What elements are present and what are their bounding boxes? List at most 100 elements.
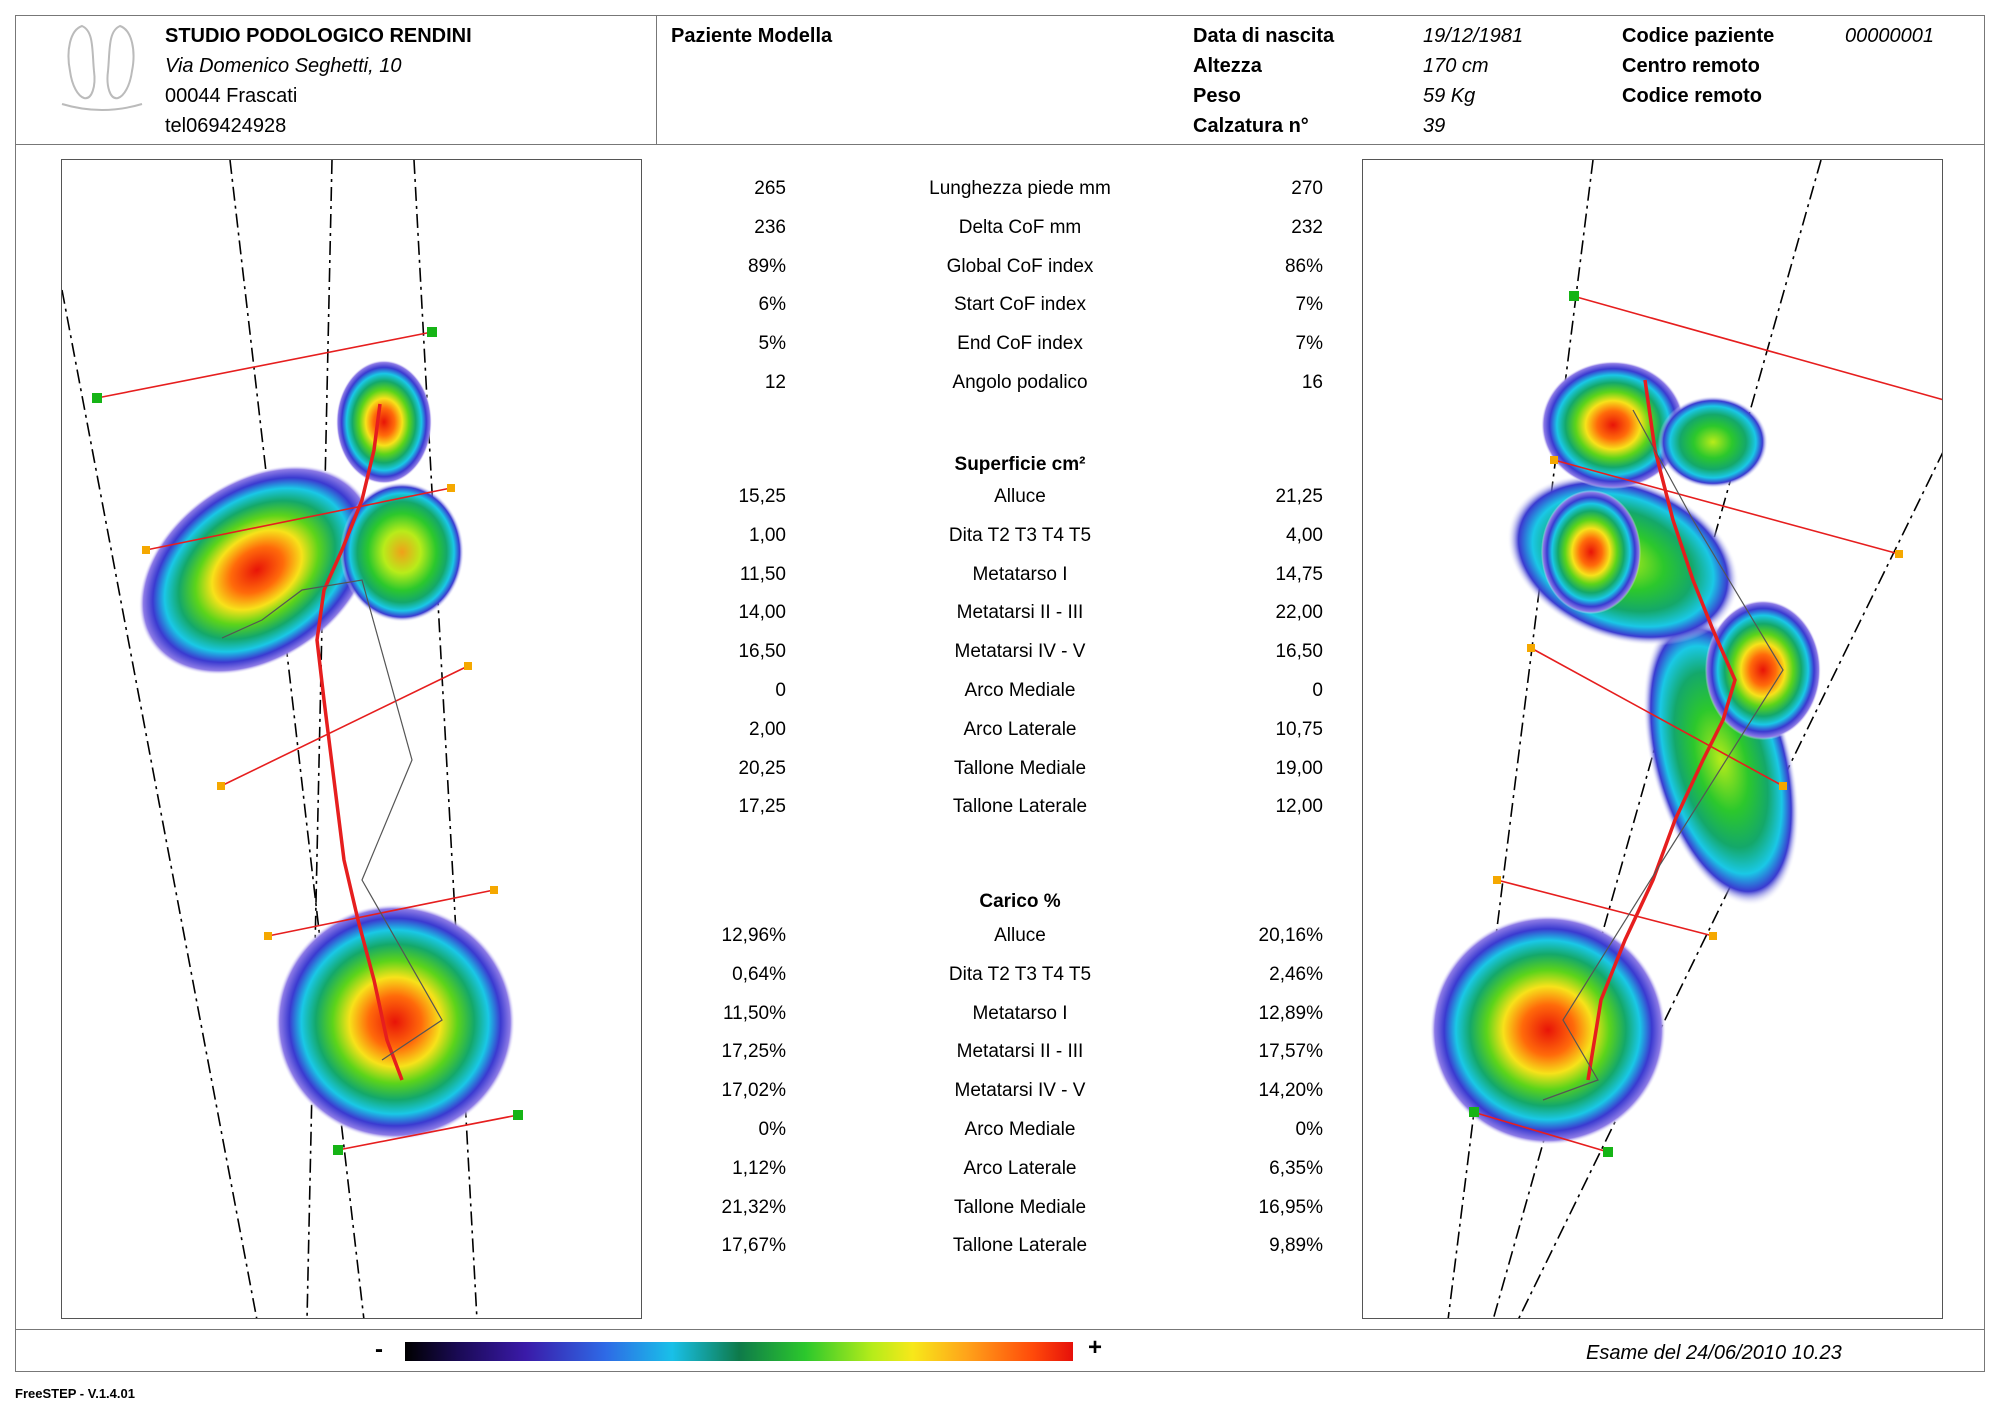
load-row: 0% Arco Mediale 0% xyxy=(0,1119,2000,1145)
surface-label: Dita T2 T3 T4 T5 xyxy=(948,524,1092,546)
load-label: Arco Mediale xyxy=(964,1119,1076,1140)
height-value: 170 cm xyxy=(1423,55,1489,77)
surface-label: Tallone Laterale xyxy=(952,796,1088,818)
metric-label: Start CoF index xyxy=(954,294,1086,316)
metric-row: 5% End CoF index 7% xyxy=(0,333,2000,359)
pressure-color-scale xyxy=(405,1342,1073,1361)
birth-label: Data di nascita xyxy=(1193,25,1335,47)
load-label: Metatarso I xyxy=(972,1002,1068,1024)
load-row: 0,64% Dita T2 T3 T4 T5 2,46% xyxy=(0,964,2000,990)
studio-address-line1: Via Domenico Seghetti, 10 xyxy=(165,55,402,77)
left-foot-pressure-map xyxy=(62,160,523,1318)
surface-right-value: 14,75 xyxy=(1275,563,1323,585)
surface-right-value: 10,75 xyxy=(1275,718,1323,740)
load-label: Tallone Laterale xyxy=(952,1235,1088,1257)
footer-frame xyxy=(15,1329,1985,1372)
studio-phone: tel069424928 xyxy=(165,115,287,137)
load-row: 17,25% Metatarsi II - III 17,57% xyxy=(0,1041,2000,1067)
studio-name: STUDIO PODOLOGICO RENDINI xyxy=(165,25,472,47)
load-label: Tallone Mediale xyxy=(953,1196,1087,1218)
shoe-label: Calzatura n° xyxy=(1193,115,1309,137)
app-version: FreeSTEP - V.1.4.01 xyxy=(15,1386,135,1401)
load-right-value: 9,89% xyxy=(1269,1235,1323,1257)
surface-right-value: 4,00 xyxy=(1286,524,1323,546)
weight-value: 59 Kg xyxy=(1423,85,1476,107)
load-row: 17,02% Metatarsi IV - V 14,20% xyxy=(0,1080,2000,1106)
load-left-value: 0% xyxy=(758,1119,786,1140)
metric-left-value: 236 xyxy=(754,216,786,238)
metric-row: 12 Angolo podalico 16 xyxy=(0,372,2000,398)
weight-label: Peso xyxy=(1193,85,1241,107)
metric-right-value: 270 xyxy=(1291,178,1323,199)
load-right-value: 6,35% xyxy=(1269,1157,1323,1179)
surface-row: 20,25 Tallone Mediale 19,00 xyxy=(0,758,2000,784)
right-foot-pressure-map xyxy=(1430,160,1942,1318)
surface-left-value: 11,50 xyxy=(739,563,786,585)
surface-label: Arco Mediale xyxy=(964,680,1076,701)
load-left-value: 17,67% xyxy=(721,1235,786,1257)
surface-left-value: 17,25 xyxy=(738,796,786,818)
load-row: 21,32% Tallone Mediale 16,95% xyxy=(0,1197,2000,1223)
load-left-value: 17,02% xyxy=(721,1080,786,1102)
surface-row: 15,25 Alluce 21,25 xyxy=(0,486,2000,512)
remote-center-label: Centro remoto xyxy=(1622,55,1760,77)
surface-left-value: 15,25 xyxy=(738,486,786,507)
load-label: Dita T2 T3 T4 T5 xyxy=(948,963,1092,985)
load-right-value: 2,46% xyxy=(1269,963,1323,985)
load-right-value: 12,89% xyxy=(1258,1002,1323,1024)
load-row: 12,96% Alluce 20,16% xyxy=(0,925,2000,951)
surface-section-title: Superficie cm² xyxy=(954,454,1086,475)
metric-label: Angolo podalico xyxy=(952,372,1088,393)
load-right-value: 0% xyxy=(1295,1119,1323,1140)
surface-left-value: 2,00 xyxy=(749,718,786,740)
metric-left-value: 5% xyxy=(758,333,786,355)
load-left-value: 0,64% xyxy=(732,963,786,985)
load-right-value: 17,57% xyxy=(1258,1041,1323,1063)
header-divider xyxy=(656,15,657,145)
metric-row: 89% Global CoF index 86% xyxy=(0,256,2000,282)
surface-right-value: 21,25 xyxy=(1275,486,1323,507)
metric-right-value: 232 xyxy=(1291,216,1323,238)
metric-left-value: 265 xyxy=(754,178,786,199)
surface-row: 16,50 Metatarsi IV - V 16,50 xyxy=(0,641,2000,667)
patient-code-value: 00000001 xyxy=(1845,25,1934,47)
load-left-value: 17,25% xyxy=(721,1041,786,1063)
load-right-value: 16,95% xyxy=(1258,1196,1323,1218)
surface-left-value: 20,25 xyxy=(738,757,786,779)
studio-logo xyxy=(61,24,143,111)
metric-right-value: 7% xyxy=(1295,333,1323,355)
surface-label: Metatarsi II - III xyxy=(956,602,1084,624)
metric-right-value: 7% xyxy=(1295,294,1323,316)
metric-right-value: 86% xyxy=(1284,255,1323,277)
load-label: Alluce xyxy=(994,925,1046,946)
surface-left-value: 1,00 xyxy=(749,524,786,546)
load-right-value: 20,16% xyxy=(1258,925,1323,946)
load-row: 11,50% Metatarso I 12,89% xyxy=(0,1003,2000,1029)
load-label: Arco Laterale xyxy=(963,1157,1077,1179)
load-left-value: 21,32% xyxy=(721,1196,786,1218)
right-foot-panel xyxy=(1362,159,1943,1319)
surface-row: 1,00 Dita T2 T3 T4 T5 4,00 xyxy=(0,525,2000,551)
remote-code-label: Codice remoto xyxy=(1622,85,1763,107)
metric-row: 236 Delta CoF mm 232 xyxy=(0,217,2000,243)
load-row: 1,12% Arco Laterale 6,35% xyxy=(0,1158,2000,1184)
load-section-title: Carico % xyxy=(979,891,1061,912)
metric-left-value: 6% xyxy=(758,294,786,316)
load-left-value: 12,96% xyxy=(721,925,786,946)
load-right-value: 14,20% xyxy=(1258,1080,1323,1102)
surface-right-value: 16,50 xyxy=(1275,641,1323,663)
metric-row: 6% Start CoF index 7% xyxy=(0,294,2000,320)
surface-right-value: 12,00 xyxy=(1275,796,1323,818)
surface-left-value: 16,50 xyxy=(738,641,786,663)
surface-label: Arco Laterale xyxy=(963,718,1077,740)
surface-right-value: 22,00 xyxy=(1275,602,1323,624)
surface-row: 2,00 Arco Laterale 10,75 xyxy=(0,719,2000,745)
studio-address-line2: 00044 Frascati xyxy=(165,85,298,107)
metric-label: End CoF index xyxy=(957,333,1083,355)
metric-label: Lunghezza piede mm xyxy=(929,178,1111,199)
exam-date: Esame del 24/06/2010 10.23 xyxy=(1586,1342,1842,1364)
surface-right-value: 19,00 xyxy=(1275,757,1323,779)
surface-row: 17,25 Tallone Laterale 12,00 xyxy=(0,796,2000,822)
metric-left-value: 89% xyxy=(747,255,786,277)
load-left-value: 1,12% xyxy=(732,1157,786,1179)
